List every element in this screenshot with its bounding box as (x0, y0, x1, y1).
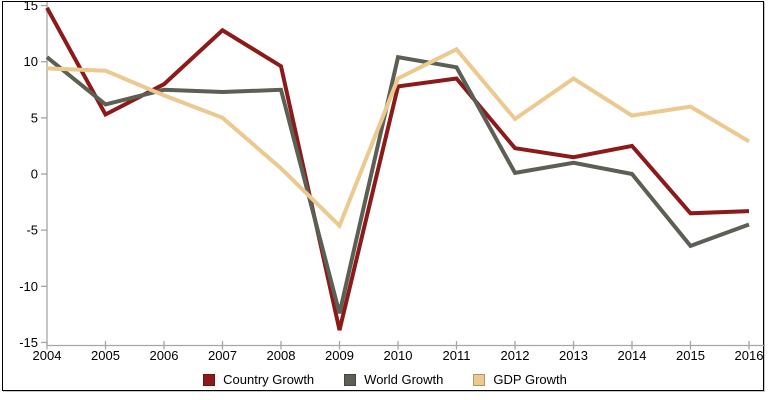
x-tick-label: 2014 (618, 348, 647, 363)
y-tick-label: 10 (24, 54, 38, 69)
y-tick-label: -15 (19, 335, 38, 350)
chart-frame (2, 1, 764, 391)
x-tick-label: 2010 (384, 348, 413, 363)
x-tick-label: 2013 (559, 348, 588, 363)
y-tick-label: 15 (24, 0, 38, 13)
x-tick-label: 2007 (208, 348, 237, 363)
legend-item-gdp-growth: GDP Growth (473, 372, 567, 387)
legend-label: World Growth (364, 372, 444, 387)
series-line-country-growth (45, 6, 750, 331)
legend-item-country-growth: Country Growth (203, 372, 314, 387)
legend-label: Country Growth (223, 372, 315, 387)
legend-label: GDP Growth (493, 372, 567, 387)
x-tick-label: 2011 (443, 348, 471, 363)
x-tick-label: 2009 (325, 348, 354, 363)
x-tick-label: 2008 (267, 348, 296, 363)
x-tick-label: 2005 (91, 348, 120, 363)
gdp-growth-swatch-icon (473, 373, 486, 386)
y-tick-label: -10 (19, 279, 38, 294)
legend-item-world-growth: World Growth (344, 372, 443, 387)
world-growth-swatch-icon (344, 373, 357, 386)
series-line-gdp-growth (46, 46, 751, 230)
y-tick-label: -5 (26, 223, 38, 238)
y-tick-label: 0 (31, 167, 38, 182)
x-tick-label: 2012 (501, 348, 530, 363)
country-growth-swatch-icon (203, 373, 216, 386)
x-tick-label: 2015 (676, 348, 705, 363)
x-tick-label: 2016 (735, 348, 764, 363)
x-tick-label: 2004 (33, 348, 62, 363)
series-line-world-growth (45, 54, 750, 314)
chart-legend: Country Growth World Growth GDP Growth (0, 372, 770, 387)
y-tick-label: 5 (31, 110, 38, 125)
x-tick-label: 2006 (150, 348, 179, 363)
